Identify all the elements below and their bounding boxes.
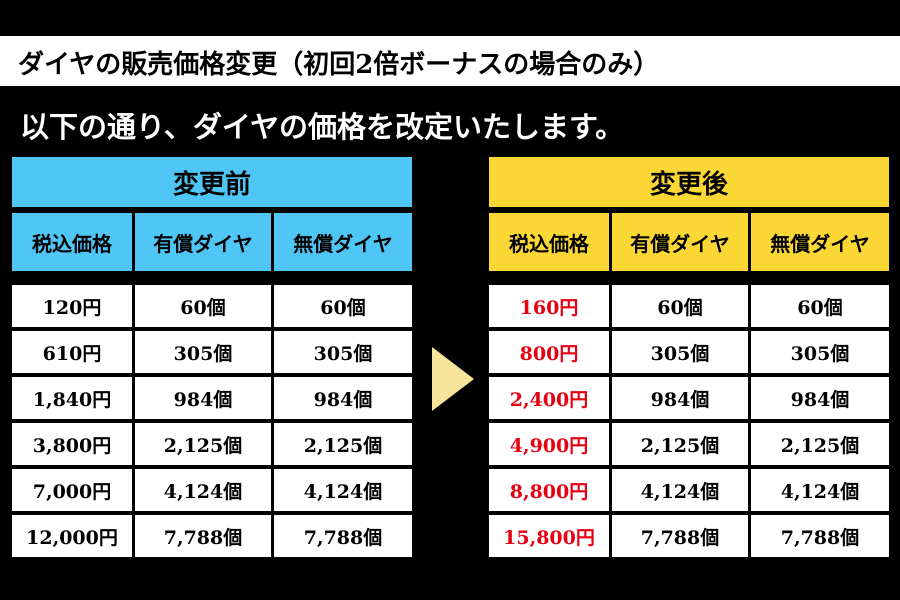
chevron-right-icon <box>432 347 474 411</box>
before-table-title: 変更前 <box>12 157 412 207</box>
table-row: 2,400円 984個 984個 <box>489 377 889 419</box>
paid-diamond-cell: 984個 <box>612 377 748 419</box>
before-header-row: 税込価格 有償ダイヤ 無償ダイヤ <box>12 213 412 271</box>
free-diamond-cell: 984個 <box>274 377 412 419</box>
before-header-paid: 有償ダイヤ <box>135 213 271 271</box>
free-diamond-cell: 7,788個 <box>274 515 412 557</box>
table-row: 160円 60個 60個 <box>489 285 889 327</box>
table-row: 12,000円 7,788個 7,788個 <box>12 515 412 557</box>
after-price-table: 変更後 税込価格 有償ダイヤ 無償ダイヤ 160円 60個 60個 800円 3… <box>489 157 889 561</box>
table-row: 3,800円 2,125個 2,125個 <box>12 423 412 465</box>
free-diamond-cell: 305個 <box>751 331 889 373</box>
paid-diamond-cell: 4,124個 <box>612 469 748 511</box>
table-row: 7,000円 4,124個 4,124個 <box>12 469 412 511</box>
before-header-free: 無償ダイヤ <box>274 213 412 271</box>
table-row: 610円 305個 305個 <box>12 331 412 373</box>
price-cell: 12,000円 <box>12 515 132 557</box>
paid-diamond-cell: 60個 <box>612 285 748 327</box>
table-row: 8,800円 4,124個 4,124個 <box>489 469 889 511</box>
free-diamond-cell: 305個 <box>274 331 412 373</box>
after-header-free: 無償ダイヤ <box>751 213 889 271</box>
before-price-table: 変更前 税込価格 有償ダイヤ 無償ダイヤ 120円 60個 60個 610円 3… <box>12 157 412 561</box>
new-price-cell: 15,800円 <box>489 515 609 557</box>
paid-diamond-cell: 305個 <box>135 331 271 373</box>
title-bar: ダイヤの販売価格変更（初回2倍ボーナスの場合のみ） <box>0 36 900 86</box>
paid-diamond-cell: 984個 <box>135 377 271 419</box>
new-price-cell: 800円 <box>489 331 609 373</box>
new-price-cell: 8,800円 <box>489 469 609 511</box>
paid-diamond-cell: 7,788個 <box>612 515 748 557</box>
before-header-price: 税込価格 <box>12 213 132 271</box>
table-row: 800円 305個 305個 <box>489 331 889 373</box>
after-header-row: 税込価格 有償ダイヤ 無償ダイヤ <box>489 213 889 271</box>
table-row: 1,840円 984個 984個 <box>12 377 412 419</box>
paid-diamond-cell: 2,125個 <box>612 423 748 465</box>
free-diamond-cell: 2,125個 <box>751 423 889 465</box>
free-diamond-cell: 984個 <box>751 377 889 419</box>
free-diamond-cell: 4,124個 <box>274 469 412 511</box>
table-row: 120円 60個 60個 <box>12 285 412 327</box>
table-row: 4,900円 2,125個 2,125個 <box>489 423 889 465</box>
page-subtitle: 以下の通り、ダイヤの価格を改定いたします。 <box>20 110 625 144</box>
page-title: ダイヤの販売価格変更（初回2倍ボーナスの場合のみ） <box>18 50 660 80</box>
after-table-title: 変更後 <box>489 157 889 207</box>
free-diamond-cell: 2,125個 <box>274 423 412 465</box>
table-row: 15,800円 7,788個 7,788個 <box>489 515 889 557</box>
price-cell: 3,800円 <box>12 423 132 465</box>
paid-diamond-cell: 7,788個 <box>135 515 271 557</box>
paid-diamond-cell: 305個 <box>612 331 748 373</box>
free-diamond-cell: 60個 <box>274 285 412 327</box>
free-diamond-cell: 60個 <box>751 285 889 327</box>
price-cell: 610円 <box>12 331 132 373</box>
price-cell: 1,840円 <box>12 377 132 419</box>
paid-diamond-cell: 60個 <box>135 285 271 327</box>
new-price-cell: 2,400円 <box>489 377 609 419</box>
paid-diamond-cell: 4,124個 <box>135 469 271 511</box>
new-price-cell: 160円 <box>489 285 609 327</box>
free-diamond-cell: 4,124個 <box>751 469 889 511</box>
price-cell: 120円 <box>12 285 132 327</box>
free-diamond-cell: 7,788個 <box>751 515 889 557</box>
new-price-cell: 4,900円 <box>489 423 609 465</box>
paid-diamond-cell: 2,125個 <box>135 423 271 465</box>
price-cell: 7,000円 <box>12 469 132 511</box>
after-header-paid: 有償ダイヤ <box>612 213 748 271</box>
after-header-price: 税込価格 <box>489 213 609 271</box>
